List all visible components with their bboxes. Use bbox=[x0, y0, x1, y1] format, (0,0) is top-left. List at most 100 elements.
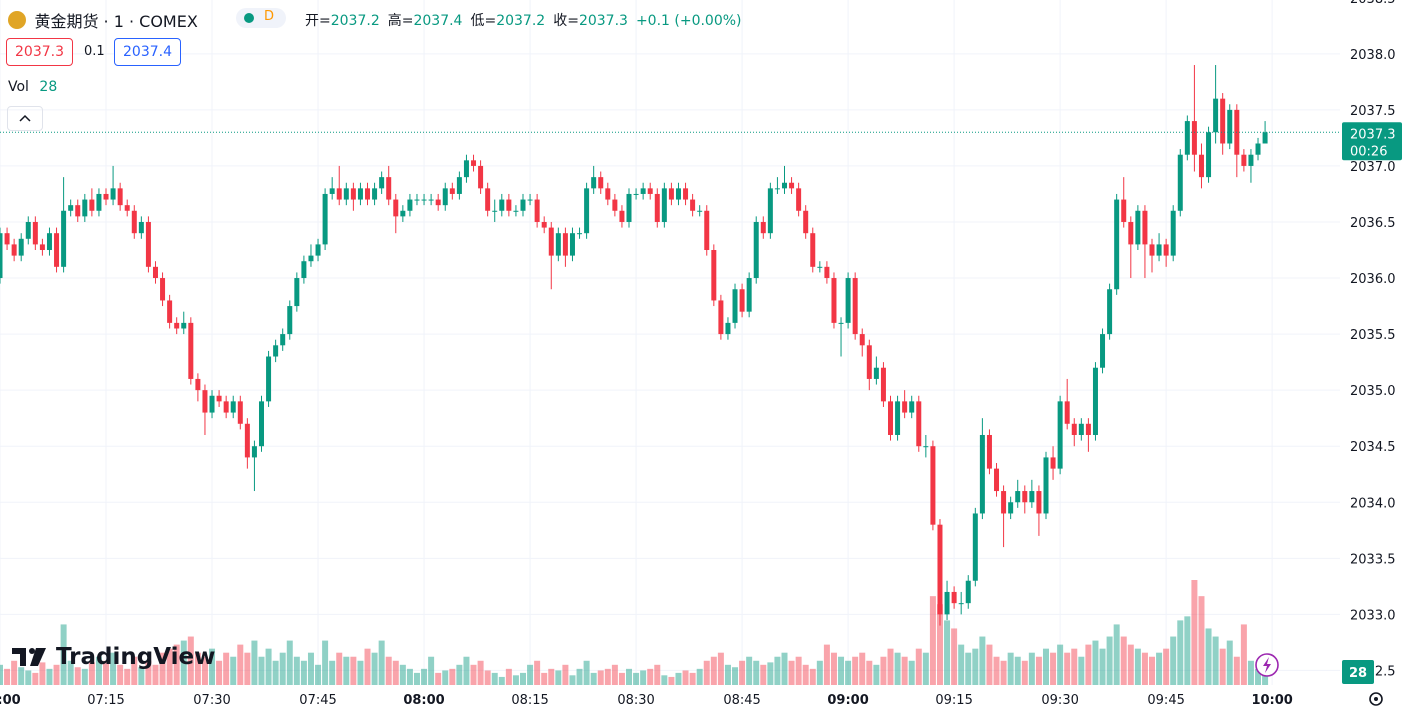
volume-bar bbox=[1099, 648, 1106, 685]
candle-body bbox=[513, 210, 519, 212]
candle-body bbox=[96, 193, 102, 211]
candle-body bbox=[866, 345, 872, 379]
ohlc-change: +0.1 (+0.00%) bbox=[635, 13, 742, 29]
y-tick-label: 2038.0 bbox=[1350, 48, 1396, 63]
candle-body bbox=[1170, 210, 1176, 256]
volume-bar bbox=[329, 660, 336, 685]
volume-bar bbox=[244, 652, 251, 685]
volume-bar bbox=[696, 668, 703, 685]
volume-bar bbox=[887, 648, 894, 685]
candle-body bbox=[280, 334, 286, 346]
volume-bar bbox=[435, 672, 442, 685]
volume-bar bbox=[60, 624, 67, 685]
candle-body bbox=[1114, 199, 1120, 290]
candle-body bbox=[294, 278, 300, 307]
x-tick-label: 09:30 bbox=[1041, 693, 1078, 708]
lightning-button[interactable] bbox=[1255, 653, 1279, 677]
volume-bar bbox=[972, 648, 979, 685]
volume-bar bbox=[477, 660, 484, 685]
candle-body bbox=[1220, 98, 1226, 144]
candle-body bbox=[810, 233, 816, 267]
candle-body bbox=[414, 199, 420, 201]
volume-bar bbox=[159, 652, 166, 685]
candle-body bbox=[1262, 132, 1268, 144]
x-tick-label: 09:15 bbox=[935, 693, 972, 708]
candle-body bbox=[944, 591, 950, 615]
volume-bar bbox=[1184, 616, 1191, 685]
volume-bar bbox=[194, 652, 201, 685]
candle-body bbox=[329, 188, 335, 194]
volume-bar bbox=[894, 652, 901, 685]
volume-bar bbox=[1113, 624, 1120, 685]
candle-body bbox=[704, 210, 710, 251]
candle-body bbox=[951, 591, 957, 604]
candle-body bbox=[1092, 367, 1098, 435]
volume-bar bbox=[689, 672, 696, 685]
candle-body bbox=[683, 188, 689, 200]
candle-body bbox=[103, 193, 109, 200]
volume-bar bbox=[39, 662, 46, 685]
y-tick-label: 2037.0 bbox=[1350, 160, 1396, 175]
volume-bar bbox=[1042, 648, 1049, 685]
candle-body bbox=[1064, 401, 1070, 424]
volume-bar bbox=[152, 664, 159, 685]
candles bbox=[0, 65, 1268, 626]
x-tick-label: 08:45 bbox=[723, 693, 760, 708]
candle-body bbox=[965, 580, 971, 604]
candle-body bbox=[1191, 121, 1197, 155]
collapse-button[interactable] bbox=[7, 106, 43, 131]
candle-body bbox=[1022, 491, 1028, 503]
settings-button[interactable] bbox=[1369, 692, 1383, 706]
status-badge[interactable]: D bbox=[236, 8, 286, 28]
candle-body bbox=[690, 199, 696, 211]
candle-body bbox=[569, 233, 575, 256]
candle-body bbox=[1142, 210, 1148, 245]
x-tick-label: 10:00 bbox=[1251, 693, 1292, 708]
candle-body bbox=[449, 188, 455, 194]
volume-bar bbox=[505, 668, 512, 685]
y-tick-label: 2033.0 bbox=[1350, 608, 1396, 623]
buy-button[interactable]: 2037.4 bbox=[114, 38, 181, 66]
ohlc-value: 2037.3 bbox=[578, 13, 628, 29]
settings-icon[interactable] bbox=[1369, 692, 1383, 706]
candle-body bbox=[1177, 154, 1183, 211]
volume-bar bbox=[371, 652, 378, 685]
x-tick-label: 08:00 bbox=[403, 693, 444, 708]
volume-bar bbox=[802, 664, 809, 685]
volume-bar bbox=[1141, 652, 1148, 685]
countdown-label: 00:26 bbox=[1350, 144, 1387, 159]
volume-bar bbox=[760, 664, 767, 685]
candle-body bbox=[25, 221, 31, 239]
volume-bar bbox=[11, 660, 18, 685]
candle-body bbox=[379, 177, 385, 189]
volume-bar bbox=[180, 640, 187, 685]
candle-body bbox=[937, 524, 943, 615]
candle-body bbox=[89, 199, 95, 211]
volume-bar bbox=[944, 620, 951, 685]
volume-bar bbox=[67, 660, 74, 685]
x-tick-label: 09:00 bbox=[827, 693, 868, 708]
candle-body bbox=[75, 205, 81, 217]
sell-button[interactable]: 2037.3 bbox=[6, 38, 73, 66]
x-tick-label: 07:45 bbox=[299, 693, 336, 708]
volume-bar bbox=[795, 656, 802, 685]
x-tick-label: 09:45 bbox=[1147, 693, 1184, 708]
x-tick-label: 07:00 bbox=[0, 693, 21, 708]
volume-legend-label: Vol bbox=[8, 79, 29, 95]
volume-bar bbox=[979, 636, 986, 685]
volume-bar bbox=[187, 636, 194, 685]
candle-body bbox=[1213, 98, 1219, 133]
candle-body bbox=[456, 177, 462, 194]
volume-bar bbox=[569, 675, 576, 685]
candle-body bbox=[223, 401, 229, 413]
volume-bar bbox=[675, 672, 682, 685]
candle-body bbox=[979, 434, 985, 514]
volume-bar bbox=[562, 664, 569, 685]
candle-body bbox=[393, 199, 399, 217]
volume-bar bbox=[661, 675, 668, 685]
volume-bar bbox=[491, 672, 498, 685]
candle-body bbox=[68, 205, 74, 211]
volume-bar bbox=[1163, 648, 1170, 685]
volume-bar bbox=[915, 648, 922, 685]
